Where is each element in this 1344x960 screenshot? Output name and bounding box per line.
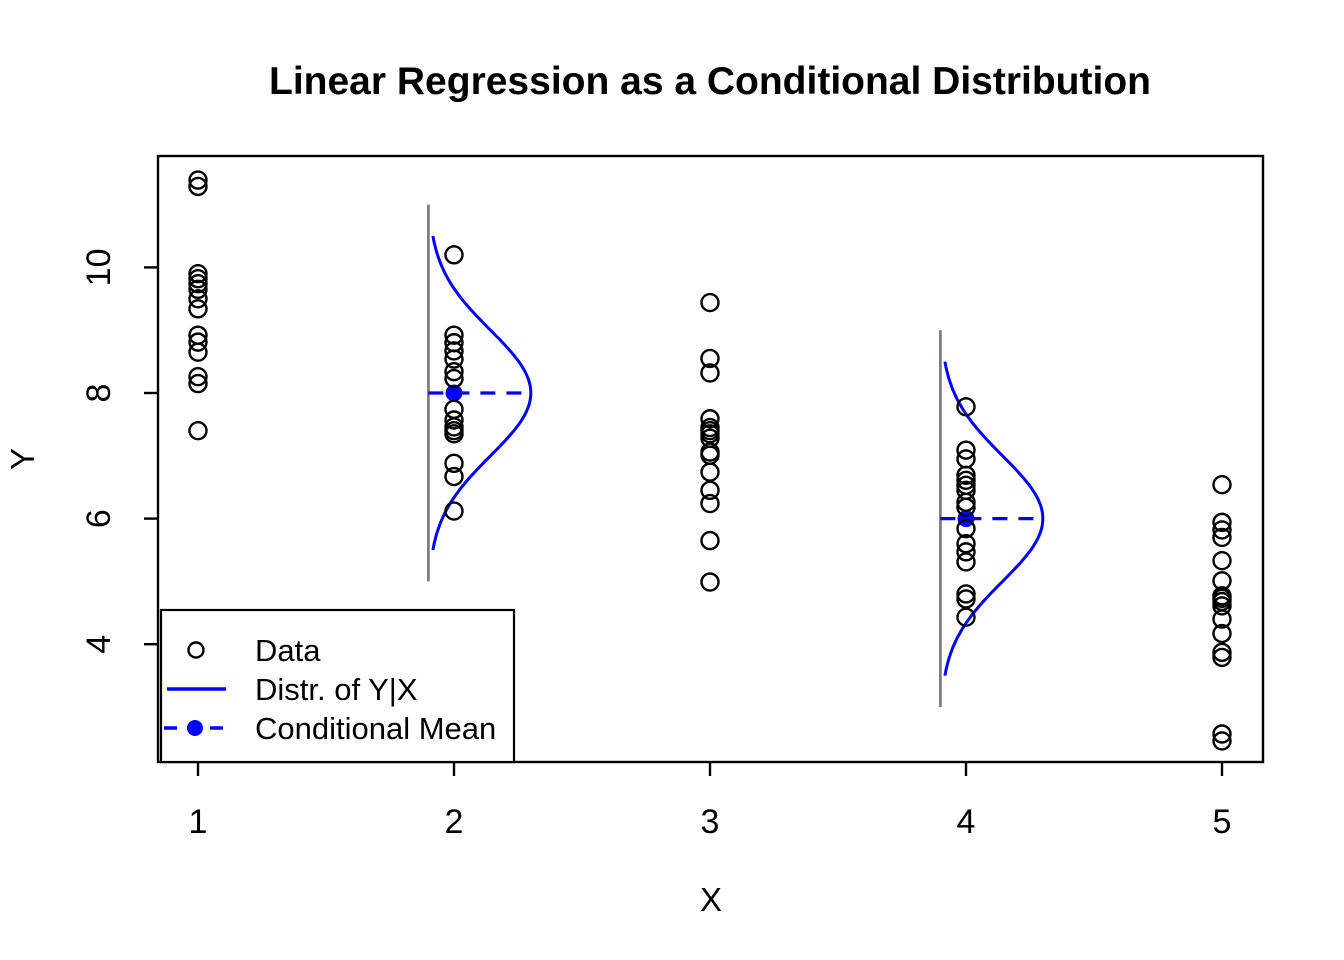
data-point [1212,527,1232,548]
legend-box [159,608,516,764]
data-point [444,245,464,265]
data-point [956,552,976,572]
data-point [188,170,208,190]
data-point [1212,724,1232,744]
data-point [1212,731,1232,751]
data-point [956,607,976,627]
data-point [444,341,464,361]
data-point [1212,474,1232,495]
conditional-mean-lines [428,384,1043,528]
plot-border [156,154,1265,764]
data-point [188,299,208,319]
data-point [188,366,208,387]
data-point [1212,550,1232,571]
x-tick-label: 5 [1213,803,1232,841]
data-point [1212,596,1232,616]
data-point [700,292,720,313]
legend-item-data: Data [187,633,321,668]
axis-ticks: 1 2 3 4 5 4 6 8 10 [80,248,1231,841]
data-point [188,420,208,441]
data-point [700,409,720,429]
data-point [956,589,976,609]
data-point [188,332,208,352]
data-point [188,176,208,197]
data-point [188,263,208,284]
data-point [444,466,464,487]
data-point [956,465,976,485]
data-point [444,424,464,444]
conditional-distribution-curves [431,235,1045,676]
y-tick-label: 8 [80,384,118,403]
data-points [188,170,1232,751]
y-tick-label: 6 [80,509,118,528]
legend-item-label: Data [255,633,321,668]
x-axis-label: X [700,881,722,918]
y-axis-label: Y [4,448,41,470]
data-point [700,462,720,482]
data-point [700,572,720,592]
data-point [1212,520,1232,540]
x-tick-label: 2 [445,803,464,841]
data-point [444,410,464,430]
data-point [956,584,976,604]
data-point [188,279,208,300]
gaussian-curve [943,361,1045,676]
data-point [444,361,464,382]
data-point [1212,512,1232,533]
data-point [444,453,464,474]
legend-item-label: Conditional Mean [255,711,496,746]
data-point [188,274,208,294]
y-tick-label: 10 [80,248,118,286]
data-point [700,530,720,551]
data-point [956,497,976,517]
legend: Data Distr. of Y|X Conditional Mean [159,608,516,764]
data-point [700,348,720,369]
data-point [444,368,464,389]
data-point [956,470,976,490]
data-point [956,440,976,460]
data-point [1212,647,1232,668]
x-tick-label: 4 [957,803,976,841]
x-tick-label: 3 [701,803,720,841]
data-point [956,534,976,554]
data-point [956,542,976,562]
gaussian-curve [431,235,533,551]
data-point [956,518,976,539]
conditional-mean-dot [445,384,463,402]
data-point [956,492,976,512]
chart-title: Linear Regression as a Conditional Distr… [269,60,1151,103]
x-tick-label: 1 [189,803,208,841]
data-point [188,342,208,362]
data-point [1212,609,1232,629]
open-circle-icon [187,641,205,659]
data-point [1212,642,1232,663]
filled-dot-icon [187,720,203,736]
data-point [188,289,208,309]
legend-item-label: Distr. of Y|X [255,672,418,707]
data-point [700,480,720,501]
data-point [444,349,464,369]
legend-item-distribution: Distr. of Y|X [167,672,418,707]
data-point [700,493,720,514]
data-point [444,325,464,345]
data-point [188,373,208,394]
data-point [188,269,208,289]
data-point [700,363,720,383]
data-point [1212,623,1232,644]
data-point [956,397,976,417]
y-tick-label: 4 [80,635,118,654]
data-point [444,501,464,521]
legend-item-conditional-mean: Conditional Mean [164,711,496,746]
